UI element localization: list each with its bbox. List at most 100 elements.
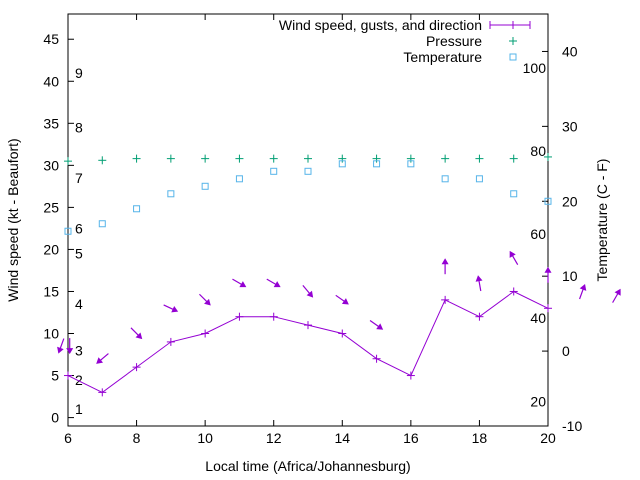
arrow-head	[376, 323, 384, 330]
arrow-head	[509, 250, 516, 258]
wind-speed-point	[132, 363, 141, 372]
temperature-point	[373, 160, 381, 168]
beaufort-label: 1	[75, 401, 83, 417]
pressure-point	[201, 154, 210, 163]
arrow-head	[96, 357, 104, 364]
beaufort-label: 3	[75, 342, 83, 358]
wind-speed-line	[67, 290, 549, 393]
temperature-point	[304, 167, 312, 175]
wind-speed-point	[166, 337, 175, 346]
y-right-tick-label: 0	[562, 343, 570, 359]
temperature-point	[201, 182, 209, 190]
chart-frame	[67, 13, 549, 427]
y-right-tick-label: 20	[562, 193, 578, 209]
legend-label: Pressure	[426, 33, 482, 49]
temperature-point	[64, 227, 72, 235]
y-left-tick-label: 45	[43, 31, 59, 47]
wind-speed-point	[98, 388, 107, 397]
arrow-head	[171, 305, 179, 313]
arrow-head	[273, 281, 281, 288]
arrow-head	[57, 346, 64, 354]
temperature-point	[338, 160, 346, 168]
legend-wind-marker	[509, 21, 517, 29]
arrow-head	[341, 298, 349, 305]
x-tick-label: 18	[472, 430, 488, 446]
x-tick-label: 6	[64, 430, 72, 446]
y-left-tick-label: 15	[43, 283, 59, 299]
wind-direction-arrow	[130, 327, 143, 340]
arrow-head	[475, 275, 483, 282]
wind-direction-arrows	[57, 250, 621, 364]
pressure-point	[98, 156, 107, 165]
y-left-tick-label: 5	[51, 368, 59, 384]
y-right-tick-label: 30	[562, 118, 578, 134]
pressure-point	[269, 154, 278, 163]
wind-direction-arrow	[266, 278, 281, 288]
wind-speed-point	[372, 354, 381, 363]
beaufort-label: 5	[75, 246, 83, 262]
fahrenheit-label: 100	[523, 60, 547, 76]
wind-speed-point	[509, 287, 518, 296]
beaufort-label: 2	[75, 372, 83, 388]
beaufort-label: 7	[75, 170, 83, 186]
pressure-point	[475, 154, 484, 163]
y-left-tick-label: 25	[43, 199, 59, 215]
temperature-point	[510, 190, 518, 198]
temperature-point	[544, 197, 552, 205]
wind-direction-arrow	[579, 283, 587, 300]
beaufort-label: 4	[75, 296, 83, 312]
x-tick-label: 14	[334, 430, 350, 446]
wind-direction-arrow	[509, 250, 519, 266]
x-tick-label: 16	[403, 430, 419, 446]
wind-direction-arrow	[335, 294, 349, 305]
wind-direction-arrow	[96, 353, 109, 364]
arrow-head	[204, 298, 211, 306]
arrow-head	[135, 332, 143, 340]
wind-direction-arrow	[302, 284, 314, 298]
arrow-head	[544, 266, 552, 273]
temperature-point	[133, 205, 141, 213]
legend-temperature-marker	[509, 53, 517, 61]
beaufort-label: 9	[75, 65, 83, 81]
y-right-tick-label: 10	[562, 268, 578, 284]
x-tick-label: 20	[540, 430, 556, 446]
y-right-tick-label: 40	[562, 43, 578, 59]
wind-speed-point	[201, 329, 210, 338]
temperature-point	[475, 175, 483, 183]
legend-pressure-marker	[509, 37, 517, 45]
fahrenheit-label: 80	[530, 143, 546, 159]
wind-speed-point	[441, 295, 450, 304]
temperature-point	[235, 175, 243, 183]
wind-direction-arrow	[232, 278, 247, 288]
fahrenheit-label: 60	[530, 226, 546, 242]
wind-speed-point	[475, 312, 484, 321]
wind-speed-point	[406, 371, 415, 380]
legend-label: Temperature	[403, 49, 482, 65]
arrow-head	[441, 258, 449, 265]
pressure-point	[235, 154, 244, 163]
y-left-tick-label: 0	[51, 410, 59, 426]
wind-speed-point	[544, 304, 552, 313]
wind-speed-point	[338, 329, 347, 338]
y-right-tick-label: -10	[562, 418, 582, 434]
pressure-point	[304, 154, 312, 163]
y-left-tick-label: 30	[43, 157, 59, 173]
chart-series	[64, 152, 552, 397]
y-left-tick-label: 20	[43, 241, 59, 257]
arrow-head	[614, 288, 621, 296]
wind-direction-arrow	[369, 320, 384, 330]
wind-speed-point	[304, 321, 312, 330]
y-axis-label-left: Wind speed (kt - Beaufort)	[5, 138, 21, 301]
pressure-point	[64, 157, 72, 166]
temperature-point	[270, 167, 278, 175]
arrow-head	[239, 281, 247, 288]
fahrenheit-label: 40	[530, 310, 546, 326]
pressure-point	[544, 152, 552, 161]
beaufort-label: 8	[75, 120, 83, 136]
wind-direction-arrow	[544, 266, 552, 283]
plot-border	[67, 13, 549, 427]
y-axis-label-right: Temperature (C - F)	[594, 159, 610, 282]
arrow-head	[306, 290, 314, 298]
arrow-head	[66, 348, 74, 355]
